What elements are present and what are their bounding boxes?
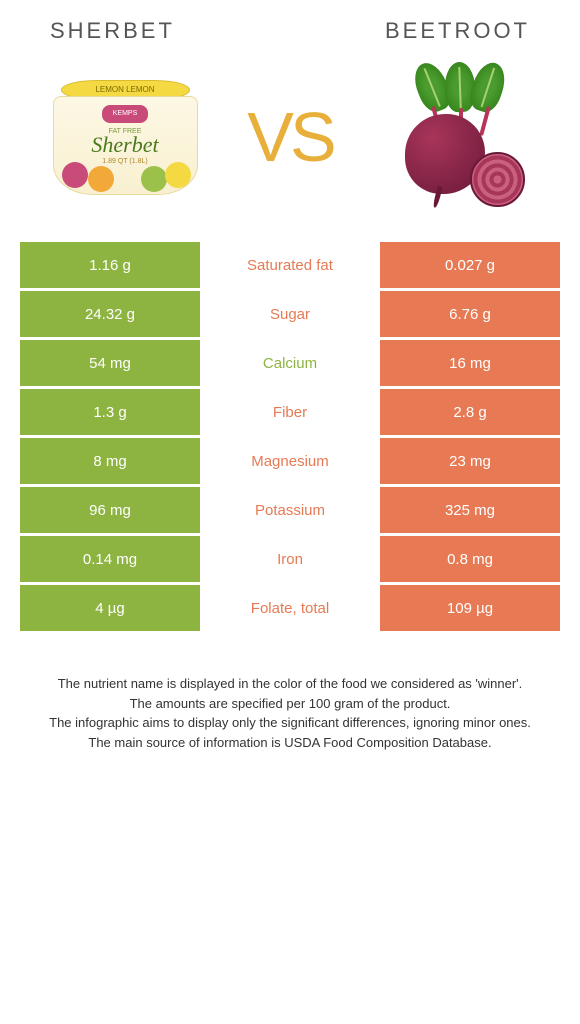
nutrient-label: Potassium: [200, 487, 380, 536]
right-value: 6.76 g: [380, 291, 560, 340]
footnote-line: The infographic aims to display only the…: [20, 713, 560, 733]
beet-leaves-icon: [417, 62, 507, 122]
left-value: 54 mg: [20, 340, 200, 389]
table-row: 8 mgMagnesium23 mg: [20, 438, 560, 487]
fruit-icon: [165, 162, 191, 188]
footnote-line: The nutrient name is displayed in the co…: [20, 674, 560, 694]
right-food-title: Beetroot: [385, 18, 530, 44]
table-row: 24.32 gSugar6.76 g: [20, 291, 560, 340]
nutrient-label: Folate, total: [200, 585, 380, 634]
left-value: 0.14 mg: [20, 536, 200, 585]
sherbet-image: LEMON LEMON KEMPS FAT FREE Sherbet 1.89 …: [40, 62, 210, 212]
right-value: 0.8 mg: [380, 536, 560, 585]
right-value: 23 mg: [380, 438, 560, 487]
left-value: 1.16 g: [20, 242, 200, 291]
header: Sherbet Beetroot: [0, 0, 580, 52]
right-value: 2.8 g: [380, 389, 560, 438]
table-row: 54 mgCalcium16 mg: [20, 340, 560, 389]
nutrient-label: Fiber: [200, 389, 380, 438]
nutrient-label: Calcium: [200, 340, 380, 389]
table-row: 1.3 gFiber2.8 g: [20, 389, 560, 438]
table-row: 1.16 gSaturated fat0.027 g: [20, 242, 560, 291]
table-row: 4 µgFolate, total109 µg: [20, 585, 560, 634]
nutrient-label: Magnesium: [200, 438, 380, 487]
nutrient-label: Saturated fat: [200, 242, 380, 291]
nutrient-label: Sugar: [200, 291, 380, 340]
right-value: 0.027 g: [380, 242, 560, 291]
sherbet-label: KEMPS FAT FREE Sherbet 1.89 QT (1.8L): [54, 97, 197, 166]
sherbet-cup: KEMPS FAT FREE Sherbet 1.89 QT (1.8L): [53, 96, 198, 195]
sherbet-size: 1.89 QT (1.8L): [102, 158, 147, 165]
sherbet-brand: KEMPS: [102, 105, 148, 123]
comparison-table: 1.16 gSaturated fat0.027 g24.32 gSugar6.…: [20, 242, 560, 634]
footnote-line: The amounts are specified per 100 gram o…: [20, 694, 560, 714]
fruit-icon: [141, 166, 167, 192]
left-value: 1.3 g: [20, 389, 200, 438]
right-value: 109 µg: [380, 585, 560, 634]
right-value: 325 mg: [380, 487, 560, 536]
images-row: LEMON LEMON KEMPS FAT FREE Sherbet 1.89 …: [0, 52, 580, 242]
table-row: 0.14 mgIron0.8 mg: [20, 536, 560, 585]
beetroot-image: [370, 62, 540, 212]
sherbet-script: Sherbet: [91, 132, 158, 157]
beet-slice-icon: [470, 152, 525, 207]
table-row: 96 mgPotassium325 mg: [20, 487, 560, 536]
fruit-icon: [88, 166, 114, 192]
left-food-title: Sherbet: [50, 18, 175, 44]
fruit-icon: [62, 162, 88, 188]
nutrient-label: Iron: [200, 536, 380, 585]
left-value: 96 mg: [20, 487, 200, 536]
footnote-line: The main source of information is USDA F…: [20, 733, 560, 753]
right-value: 16 mg: [380, 340, 560, 389]
left-value: 8 mg: [20, 438, 200, 487]
left-value: 24.32 g: [20, 291, 200, 340]
vs-label: VS: [247, 97, 332, 177]
left-value: 4 µg: [20, 585, 200, 634]
footnotes: The nutrient name is displayed in the co…: [0, 634, 580, 752]
